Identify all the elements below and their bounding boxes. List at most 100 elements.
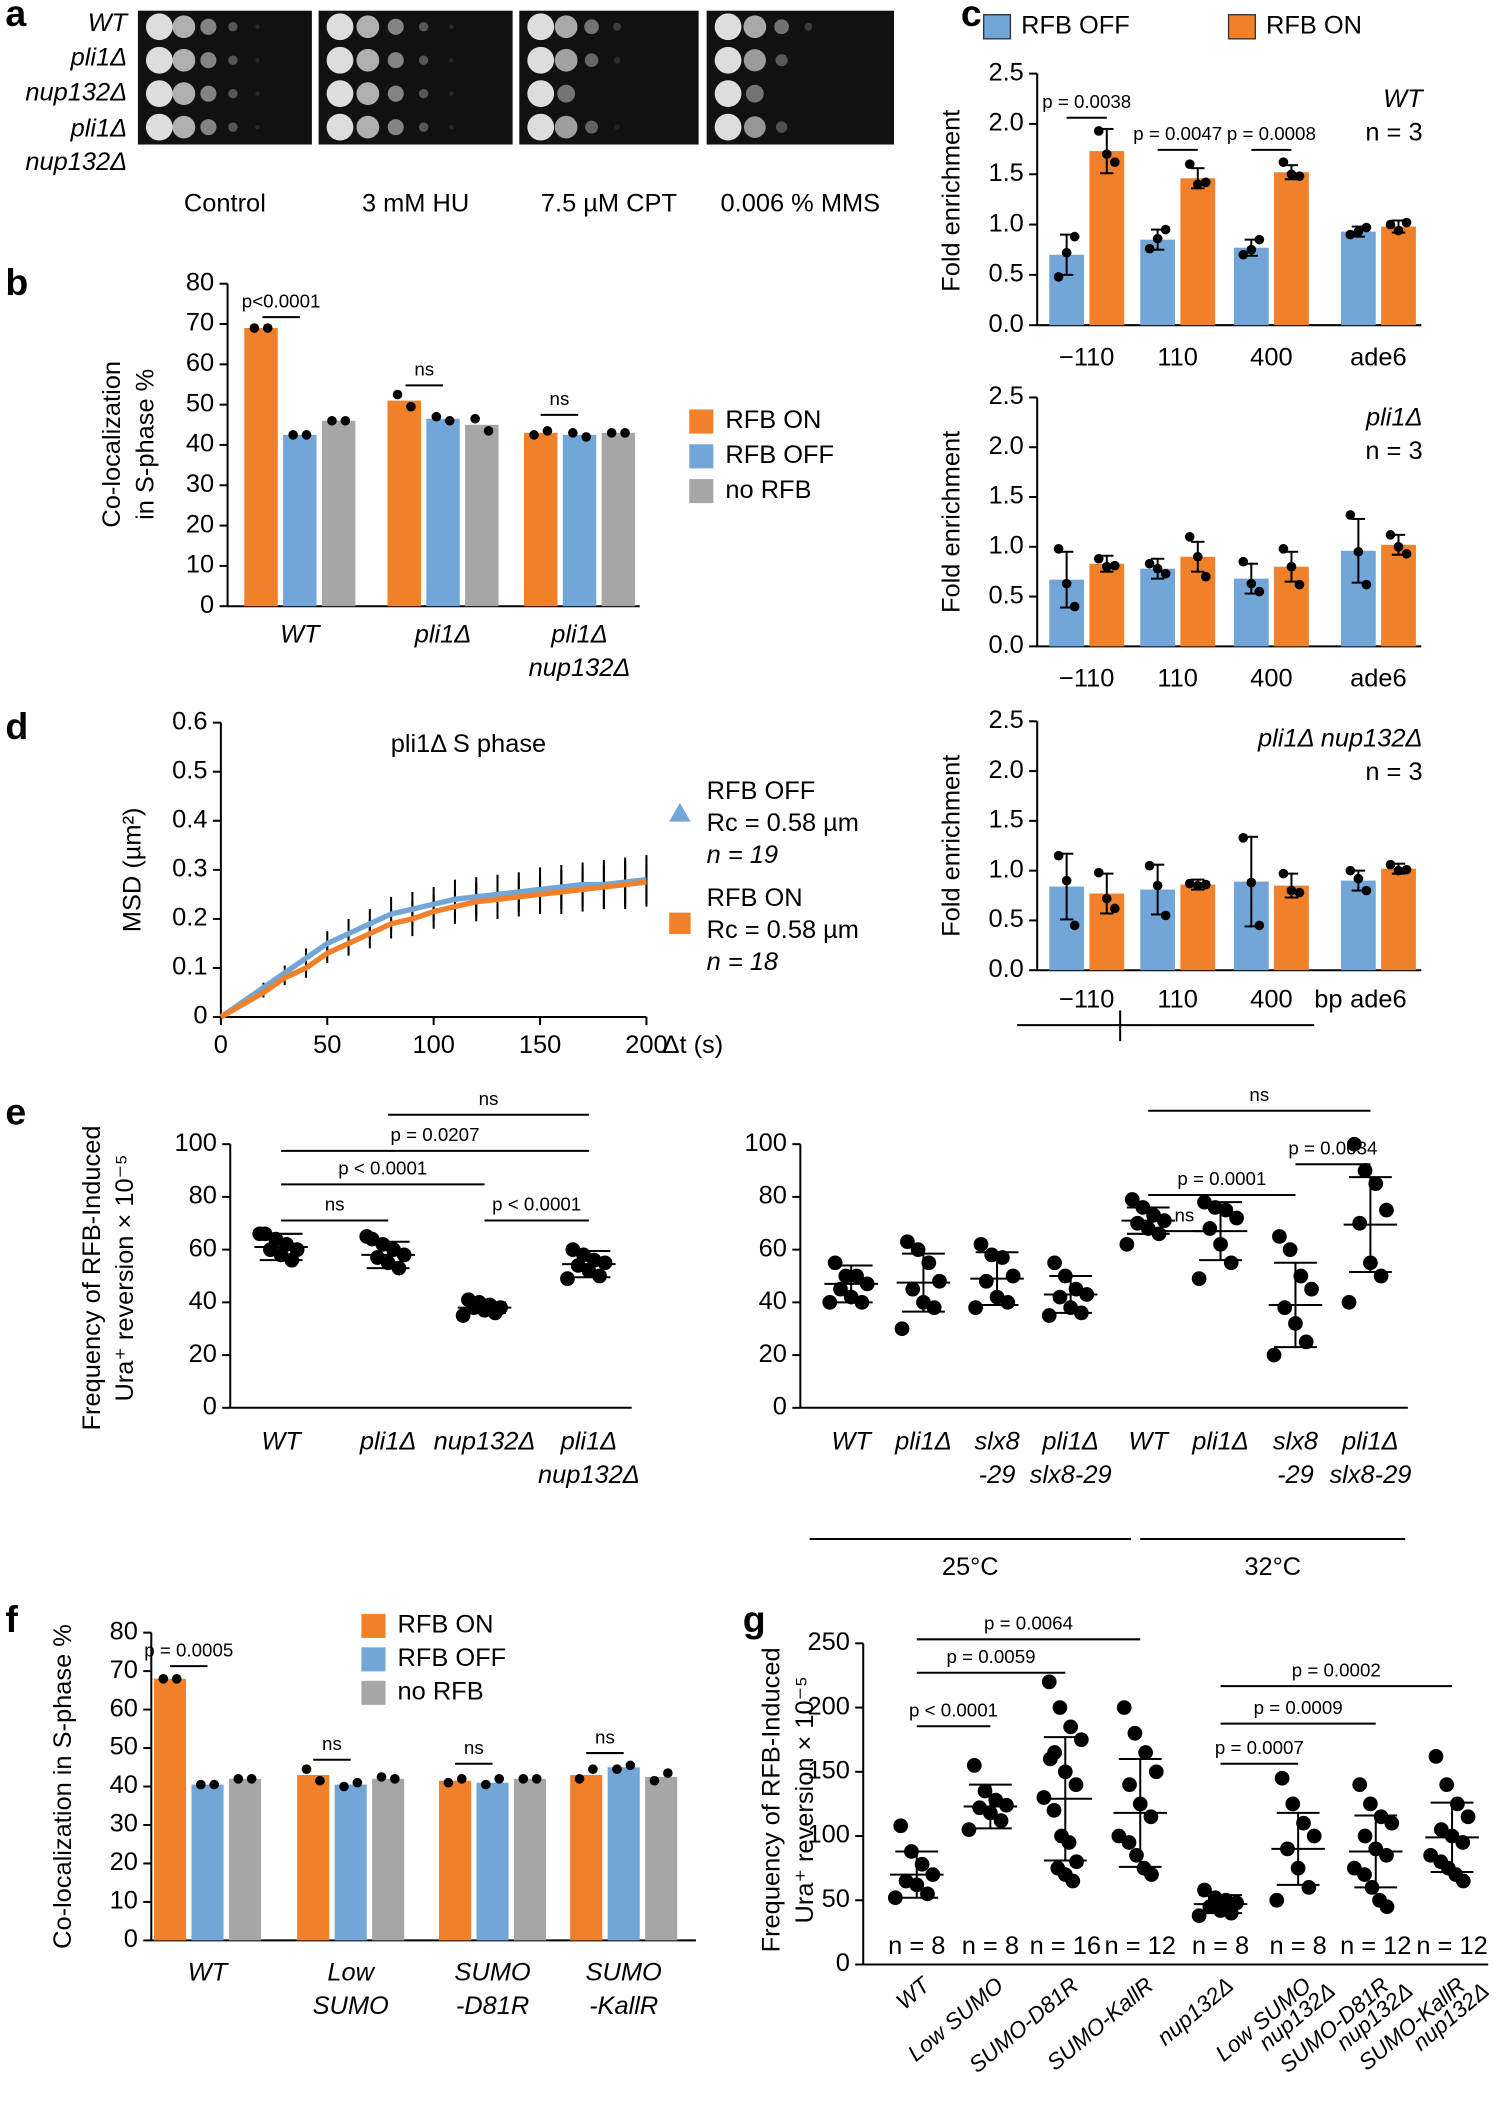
data-point bbox=[1361, 885, 1372, 896]
y-tick-label: 1.0 bbox=[988, 855, 1023, 883]
bar bbox=[1089, 563, 1125, 647]
data-point bbox=[1109, 560, 1120, 571]
data-point bbox=[1184, 532, 1195, 542]
bar bbox=[191, 1784, 224, 1941]
spot bbox=[356, 48, 380, 72]
data-point bbox=[921, 1255, 937, 1271]
spot bbox=[228, 22, 238, 32]
significance-label: ns bbox=[1249, 1084, 1269, 1105]
spot bbox=[745, 84, 764, 103]
data-point bbox=[1065, 1873, 1081, 1889]
data-point bbox=[1191, 1271, 1207, 1286]
bar bbox=[426, 418, 460, 607]
data-point bbox=[494, 1774, 505, 1784]
n-label: n = 16 bbox=[1030, 1932, 1101, 1960]
spot bbox=[255, 124, 260, 130]
y-tick-label: 0 bbox=[193, 1002, 207, 1030]
data-point bbox=[195, 1779, 206, 1790]
data-point bbox=[1401, 864, 1412, 875]
x-tick-label: WT bbox=[188, 1959, 230, 1987]
y-tick-label: 1.5 bbox=[988, 482, 1023, 510]
data-point bbox=[1269, 1892, 1285, 1908]
y-axis-label: in S-phase % bbox=[131, 369, 159, 520]
y-tick-label: 60 bbox=[759, 1234, 787, 1262]
bar bbox=[1089, 151, 1125, 326]
legend-swatch bbox=[361, 1647, 386, 1672]
bar bbox=[476, 1782, 509, 1941]
x-tick-label: 50 bbox=[313, 1031, 341, 1059]
y-tick-label: 0 bbox=[203, 1393, 217, 1421]
data-point bbox=[1246, 578, 1257, 589]
y-tick-label: 70 bbox=[186, 309, 214, 337]
data-point bbox=[1093, 126, 1104, 136]
data-point bbox=[1148, 1764, 1164, 1780]
bar bbox=[372, 1778, 405, 1941]
data-point bbox=[993, 1813, 1009, 1828]
x-tick-label: 150 bbox=[519, 1031, 561, 1059]
legend-label: RFB ON bbox=[398, 1611, 494, 1639]
strain-label: nup132Δ bbox=[25, 78, 127, 106]
x-tick-label: pli1Δ bbox=[1341, 1427, 1399, 1455]
data-point bbox=[359, 1229, 375, 1244]
data-point bbox=[1341, 1294, 1357, 1310]
bar bbox=[1140, 239, 1176, 326]
data-point bbox=[1069, 920, 1080, 931]
y-tick-label: 50 bbox=[110, 1733, 138, 1761]
x-tick-label: SUMO bbox=[313, 1992, 389, 2020]
data-point bbox=[1401, 217, 1412, 228]
bar bbox=[601, 432, 636, 607]
data-point bbox=[1061, 247, 1072, 258]
data-point bbox=[301, 1764, 312, 1775]
data-point bbox=[1286, 561, 1297, 572]
legend-marker bbox=[669, 912, 691, 935]
spot bbox=[356, 15, 380, 39]
spot bbox=[255, 91, 260, 96]
y-tick-label: 150 bbox=[807, 1757, 849, 1785]
x-tick-label: slx8-29 bbox=[1329, 1461, 1411, 1489]
condition-label: 3 mM HU bbox=[362, 189, 469, 217]
spot bbox=[554, 48, 578, 72]
data-point bbox=[1266, 1347, 1282, 1363]
data-point bbox=[1385, 219, 1396, 230]
data-point bbox=[392, 389, 403, 400]
data-point bbox=[529, 430, 539, 440]
significance-label: ns bbox=[464, 1737, 484, 1758]
bar bbox=[1274, 172, 1309, 326]
data-point bbox=[249, 323, 260, 333]
strain-label: WT bbox=[1383, 85, 1425, 113]
data-point bbox=[542, 426, 553, 436]
y-tick-label: 40 bbox=[110, 1771, 138, 1799]
data-point bbox=[443, 1777, 454, 1788]
data-point bbox=[1200, 177, 1211, 188]
data-point bbox=[352, 1777, 363, 1788]
spot bbox=[145, 46, 173, 74]
data-point bbox=[977, 1783, 993, 1799]
data-point bbox=[1000, 1294, 1016, 1310]
data-point bbox=[1053, 543, 1064, 554]
data-point bbox=[1093, 867, 1104, 878]
data-point bbox=[894, 1321, 910, 1337]
bar bbox=[244, 328, 278, 607]
x-tick-label: −110 bbox=[1059, 665, 1114, 693]
spot bbox=[554, 115, 578, 139]
bar bbox=[1274, 885, 1309, 971]
data-point bbox=[327, 415, 337, 426]
data-point bbox=[966, 1758, 982, 1773]
significance-label: p = 0.0001 bbox=[1177, 1168, 1266, 1189]
data-point bbox=[1455, 1873, 1471, 1889]
x-tick-label: 400 bbox=[1250, 343, 1292, 371]
spot bbox=[200, 18, 217, 35]
spot bbox=[172, 15, 196, 39]
spot bbox=[775, 54, 788, 67]
y-tick-label: 0 bbox=[124, 1925, 138, 1953]
y-tick-label: 200 bbox=[807, 1692, 849, 1720]
x-tick-label: nup132Δ bbox=[434, 1427, 536, 1455]
y-axis-label: Fold enrichment bbox=[938, 431, 966, 613]
legend-swatch bbox=[361, 1680, 386, 1705]
x-tick-label: SUMO bbox=[454, 1959, 530, 1987]
x-tick-label: pli1Δ bbox=[1191, 1427, 1249, 1455]
significance-label: p = 0.0034 bbox=[1288, 1137, 1377, 1158]
data-point bbox=[1192, 179, 1203, 190]
data-point bbox=[1278, 868, 1289, 879]
spot bbox=[449, 57, 454, 63]
